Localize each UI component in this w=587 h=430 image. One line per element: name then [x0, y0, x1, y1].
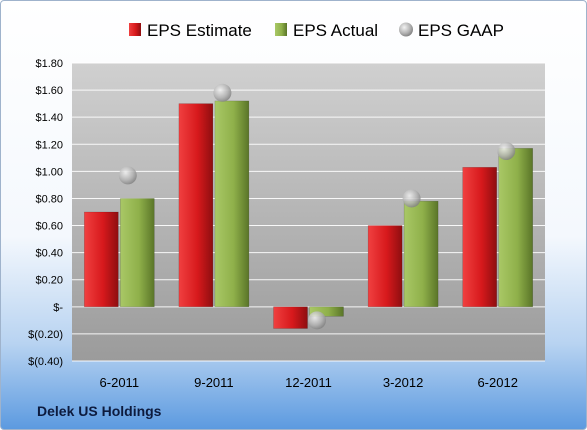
legend: EPS Estimate EPS Actual EPS GAAP	[129, 21, 504, 40]
x-tick-label: 3-2012	[383, 375, 423, 390]
bars	[84, 83, 533, 330]
eps-gaap-marker	[402, 189, 421, 208]
legend-swatch	[129, 23, 141, 36]
company-name: Delek US Holdings	[37, 403, 162, 419]
y-tick-label: $1.80	[35, 58, 63, 70]
y-tick-label: $1.00	[35, 166, 63, 178]
y-tick-label: $-	[53, 302, 63, 314]
eps-gaap-marker	[308, 311, 326, 330]
eps-actual-bar	[498, 148, 533, 308]
eps-estimate-bar	[84, 211, 119, 308]
eps-actual-bar	[309, 306, 344, 317]
x-axis-labels: 6-2011 9-2011 12-2011 3-2012 6-2012	[100, 375, 518, 390]
eps-estimate-bar	[462, 167, 497, 308]
x-tick-label: 6-2011	[100, 375, 140, 390]
legend-swatch	[399, 22, 413, 37]
x-tick-label: 6-2012	[477, 375, 517, 390]
eps-estimate-bar	[367, 225, 403, 308]
y-tick-label: $1.40	[35, 112, 63, 124]
eps-estimate-bar	[273, 306, 308, 329]
y-tick-label: $(0.20)	[28, 329, 63, 341]
eps-actual-bar	[120, 198, 155, 308]
y-tick-label: $0.80	[35, 193, 63, 205]
y-tick-label: $0.60	[35, 221, 63, 233]
eps-gaap-marker	[213, 83, 232, 102]
x-tick-label: 9-2011	[194, 375, 234, 390]
y-tick-label: $0.20	[35, 275, 63, 287]
legend-swatch	[275, 23, 287, 36]
x-tick-label: 12-2011	[285, 375, 332, 390]
y-tick-label: $0.40	[35, 248, 63, 260]
legend-label: EPS Actual	[293, 21, 378, 40]
eps-estimate-bar	[178, 103, 214, 308]
y-tick-label: $(0.40)	[28, 356, 63, 368]
legend-label: EPS GAAP	[418, 21, 504, 40]
legend-label: EPS Estimate	[147, 21, 252, 40]
eps-actual-bar	[403, 200, 439, 308]
eps-gaap-marker	[118, 166, 137, 185]
eps-gaap-marker	[497, 142, 516, 161]
eps-actual-bar	[214, 100, 250, 308]
y-tick-label: $1.60	[35, 85, 63, 97]
y-axis-ticks: $(0.40) $(0.20) $- $0.20 $0.40 $0.60 $0.80 $1.0…	[28, 58, 63, 368]
y-tick-label: $1.20	[35, 139, 63, 151]
